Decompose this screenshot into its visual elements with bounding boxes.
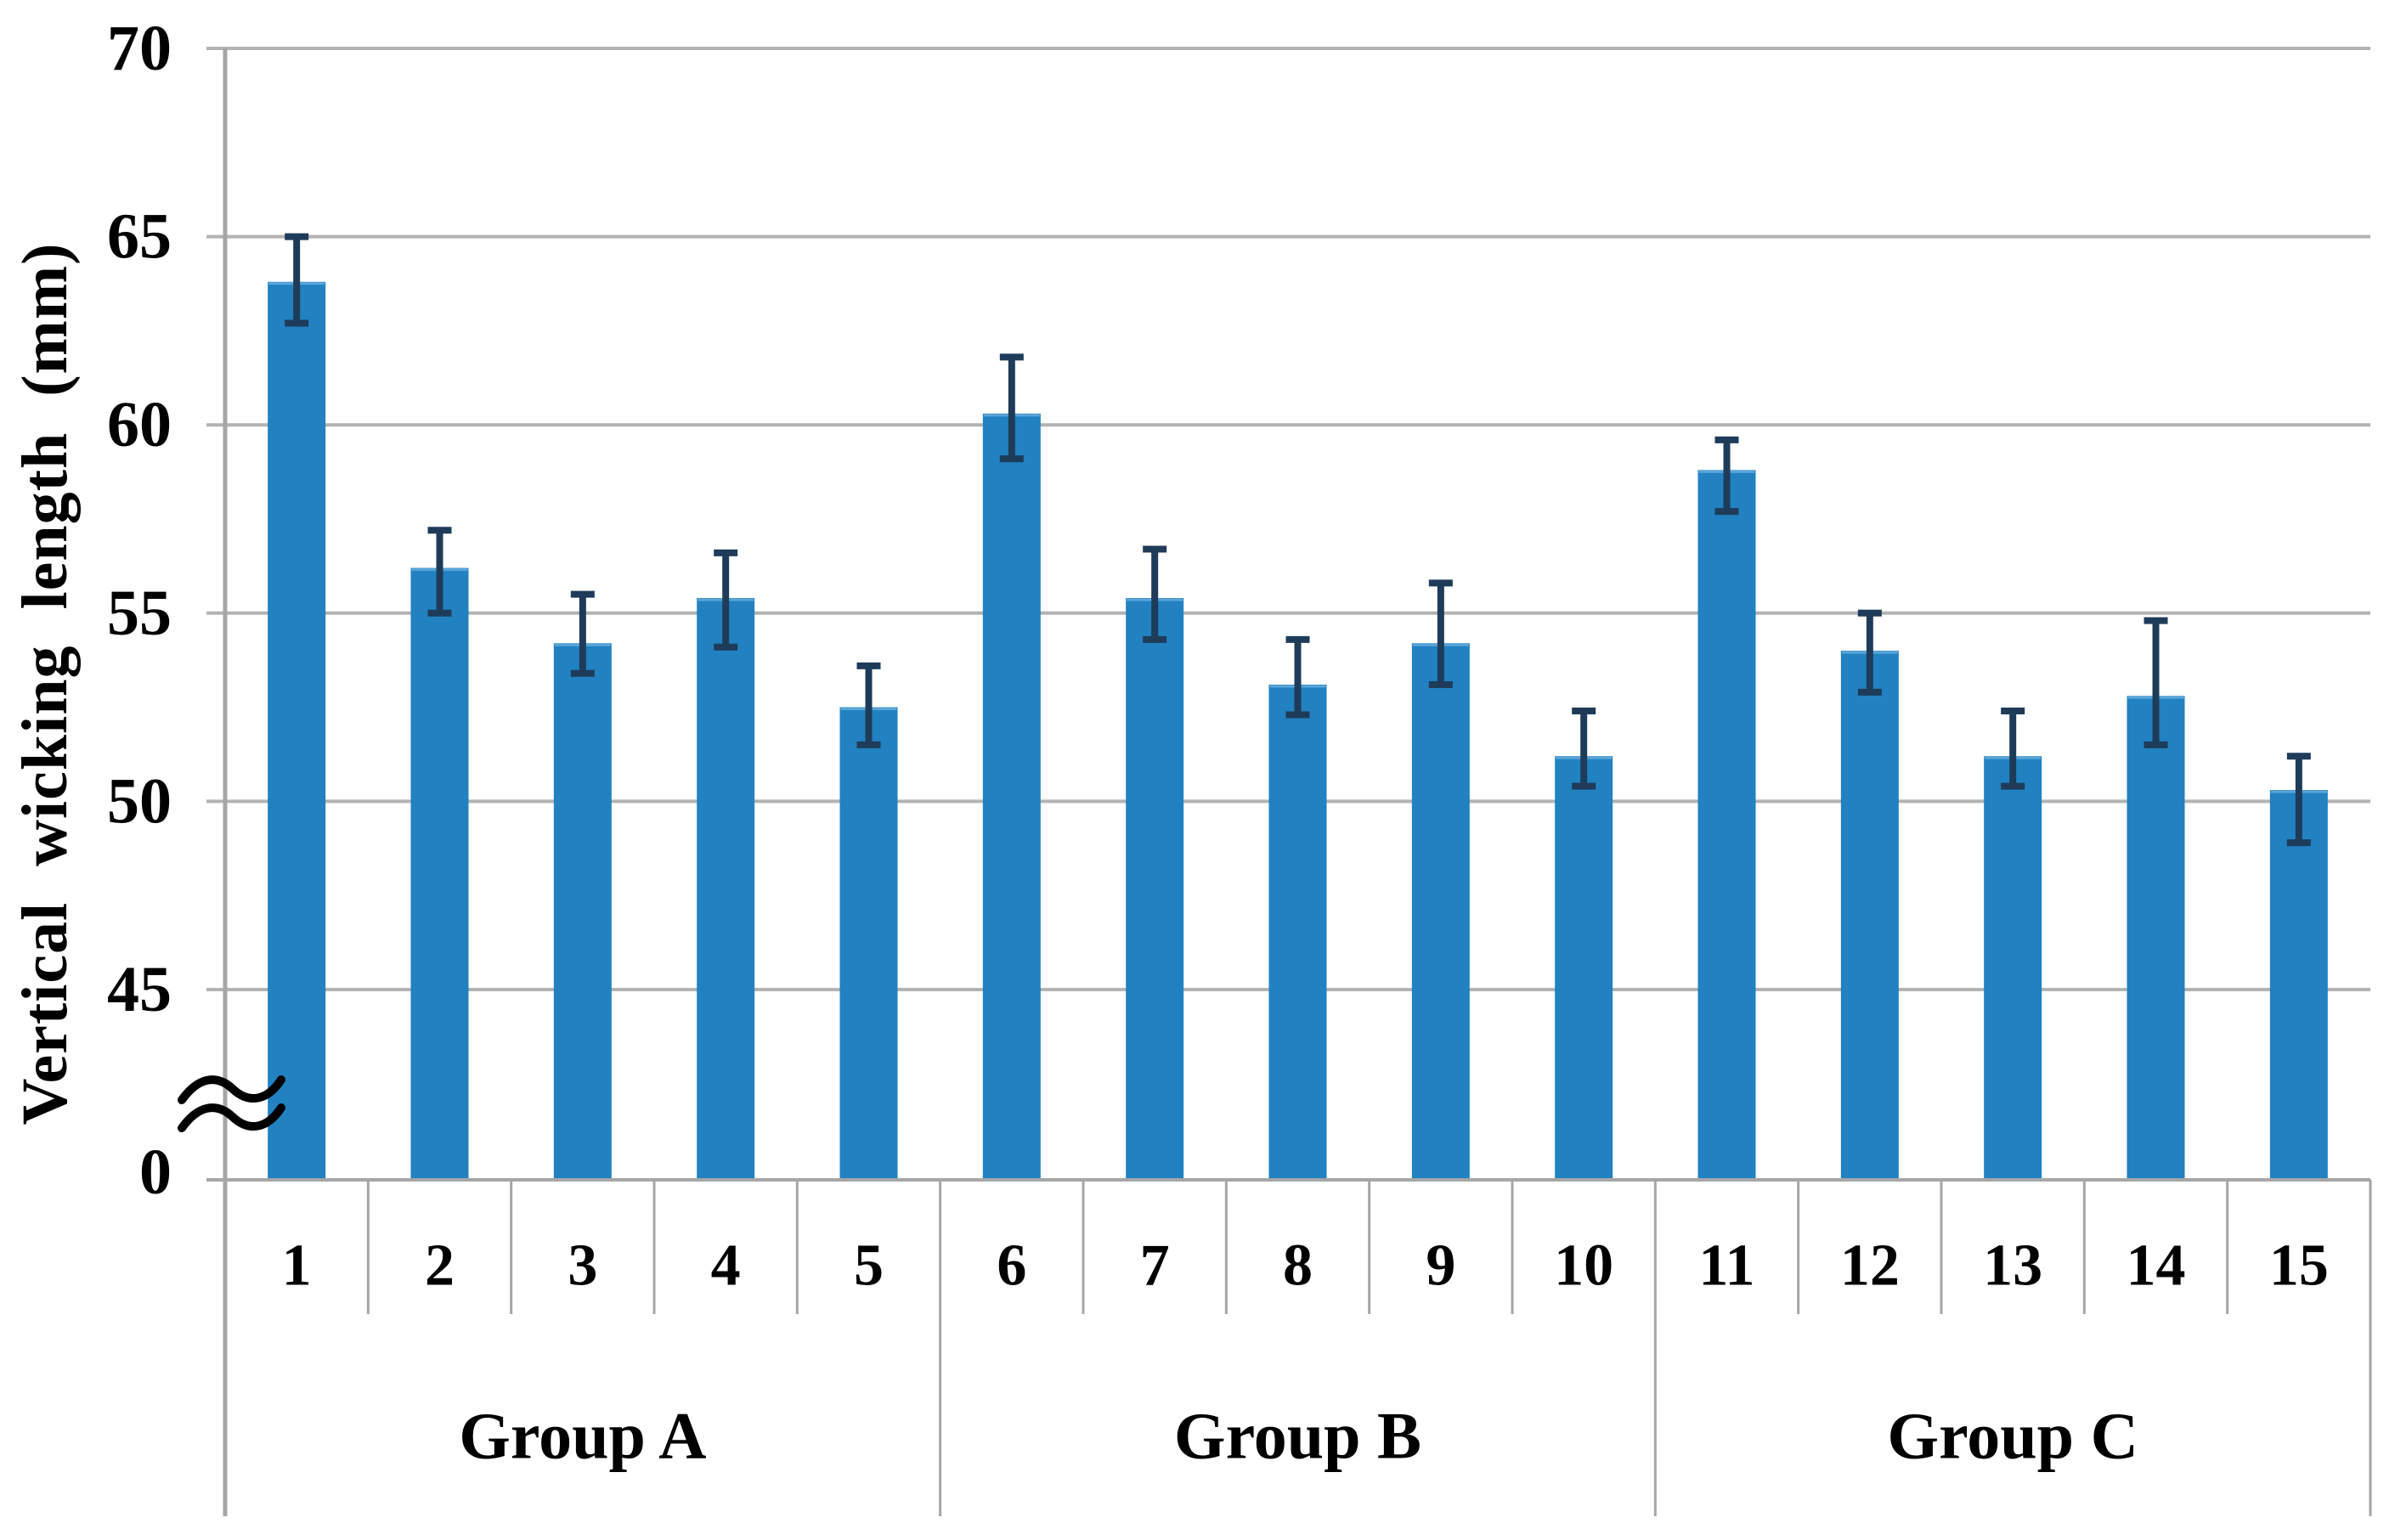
y-tick-labels: 70 65 60 55 50 45 0 — [107, 13, 172, 1208]
bar-sample-13 — [1984, 756, 2042, 1180]
x-tick-label-3: 3 — [568, 1233, 597, 1299]
axis-break-wave — [178, 1075, 285, 1104]
axis-break-icon — [178, 1075, 285, 1132]
x-tick-label-1: 1 — [282, 1233, 312, 1299]
y-tick-label-60: 60 — [107, 389, 172, 460]
x-tick-label-12: 12 — [1840, 1233, 1900, 1299]
axis-break-wave — [178, 1103, 285, 1132]
axes-layer — [206, 48, 2372, 1516]
x-tick-label-8: 8 — [1283, 1233, 1313, 1299]
bar-sample-7 — [1126, 598, 1184, 1180]
group-label-group-b: Group B — [1174, 1399, 1421, 1473]
bar-sample-11 — [1697, 470, 1756, 1180]
x-tick-label-11: 11 — [1698, 1233, 1754, 1299]
y-tick-label-55: 55 — [107, 578, 172, 649]
bar-sample-10 — [1555, 756, 1613, 1180]
x-tick-label-14: 14 — [2127, 1233, 2186, 1299]
y-tick-label-50: 50 — [107, 765, 172, 837]
y-tick-label-70: 70 — [107, 13, 172, 84]
x-tick-labels: 1 2 3 4 5 6 7 8 9 10 11 12 13 14 15 — [282, 1233, 2329, 1299]
bar-sample-15 — [2269, 790, 2328, 1180]
x-tick-label-13: 13 — [1983, 1233, 2042, 1299]
bar-sample-5 — [839, 707, 898, 1180]
bar-sample-2 — [410, 567, 469, 1180]
y-tick-label-65: 65 — [107, 201, 172, 273]
bar-sample-9 — [1411, 643, 1470, 1180]
bar-sample-4 — [697, 598, 755, 1180]
y-tick-label-45: 45 — [107, 954, 172, 1025]
group-labels: Group A Group B Group C — [459, 1399, 2138, 1473]
group-label-group-c: Group C — [1887, 1399, 2138, 1473]
bar-sample-14 — [2127, 696, 2185, 1180]
x-tick-label-5: 5 — [854, 1233, 884, 1299]
y-axis-title: Vertical wicking length (mm) — [9, 243, 81, 1125]
y-tick-label-0: 0 — [139, 1137, 172, 1208]
x-tick-label-6: 6 — [997, 1233, 1026, 1299]
bar-sample-6 — [982, 413, 1041, 1180]
bar-sample-8 — [1268, 685, 1327, 1180]
x-tick-label-7: 7 — [1140, 1233, 1170, 1299]
bars-layer — [268, 281, 2328, 1181]
x-tick-label-15: 15 — [2269, 1233, 2329, 1299]
x-tick-label-10: 10 — [1554, 1233, 1613, 1299]
bar-sample-3 — [553, 643, 612, 1180]
x-tick-label-2: 2 — [425, 1233, 455, 1299]
group-label-group-a: Group A — [459, 1399, 706, 1473]
x-tick-label-9: 9 — [1426, 1233, 1455, 1299]
bar-sample-1 — [268, 281, 326, 1181]
error-bars-layer — [285, 233, 2311, 847]
x-tick-label-4: 4 — [711, 1233, 741, 1299]
bar-sample-12 — [1840, 651, 1899, 1180]
